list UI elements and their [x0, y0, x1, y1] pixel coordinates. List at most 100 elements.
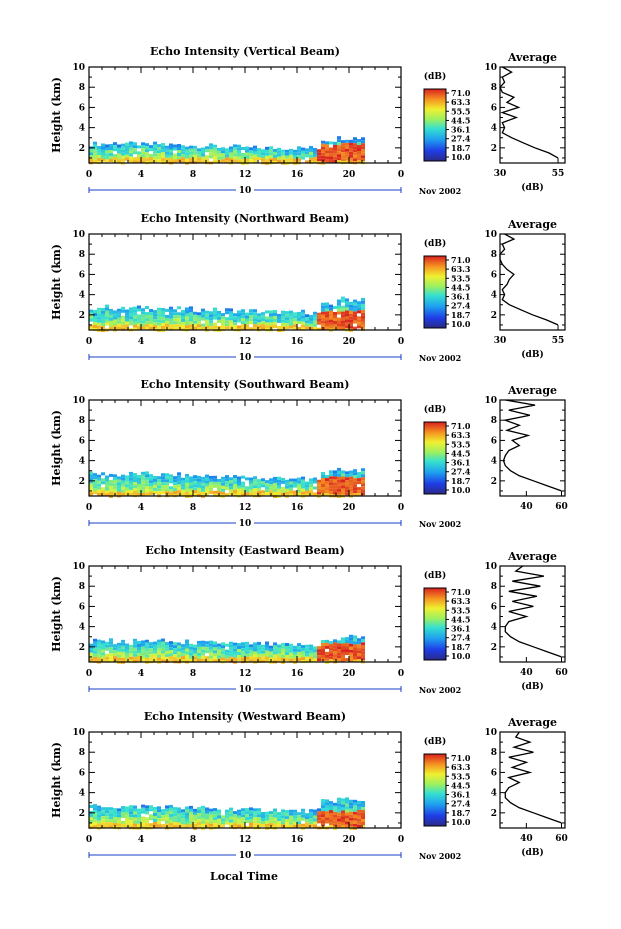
date-marker: 10: [239, 186, 252, 196]
echo-cell: [329, 313, 333, 317]
echo-cell: [169, 819, 173, 823]
echo-cell: [121, 306, 125, 310]
echo-cell: [349, 151, 353, 155]
echo-cell: [113, 656, 117, 660]
echo-cell: [345, 157, 349, 161]
echo-cell: [213, 823, 217, 827]
y-tick-label: 10: [72, 728, 85, 738]
echo-cell: [117, 654, 121, 658]
colorbar-label: 71.0: [451, 587, 471, 597]
echo-cell: [317, 318, 321, 322]
echo-cell: [145, 823, 149, 827]
echo-cell: [105, 310, 109, 314]
echo-cell: [173, 648, 177, 652]
echo-cell: [185, 313, 189, 317]
echo-cell: [317, 658, 321, 662]
echo-cell: [185, 806, 189, 810]
echo-cell: [305, 487, 309, 491]
echo-cell: [185, 648, 189, 652]
x-tick-label: 4: [138, 337, 144, 347]
echo-cell: [185, 654, 189, 658]
echo-cell: [241, 309, 245, 313]
echo-cell: [289, 493, 293, 497]
echo-cell: [149, 324, 153, 328]
echo-cell: [273, 823, 277, 827]
echo-cell: [193, 478, 197, 482]
echo-cell: [117, 645, 121, 649]
echo-cell: [129, 483, 133, 487]
echo-cell: [121, 149, 125, 153]
y-tick-label: 2: [79, 809, 85, 819]
echo-cell: [109, 491, 113, 495]
echo-cell: [177, 318, 181, 322]
echo-cell: [217, 812, 221, 816]
echo-cell: [353, 823, 357, 827]
echo-cell: [177, 472, 181, 476]
echo-cell: [265, 659, 269, 663]
echo-cell: [249, 315, 253, 319]
echo-cell: [137, 823, 141, 827]
echo-cell: [281, 319, 285, 323]
echo-cell: [197, 810, 201, 814]
echo-cell: [157, 824, 161, 828]
echo-cell: [153, 650, 157, 654]
echo-cell: [93, 325, 97, 329]
echo-cell: [353, 311, 357, 315]
echo-cell: [261, 152, 265, 156]
echo-cell: [289, 310, 293, 314]
echo-cell: [229, 656, 233, 660]
echo-cell: [317, 655, 321, 659]
colorbar-label: 71.0: [451, 421, 471, 431]
echo-cell: [181, 815, 185, 819]
echo-cell: [201, 814, 205, 818]
echo-cell: [117, 317, 121, 321]
echo-cell: [349, 476, 353, 480]
echo-cell: [189, 312, 193, 316]
echo-cell: [245, 489, 249, 493]
echo-cell: [329, 822, 333, 826]
echo-cell: [349, 649, 353, 653]
echo-cell: [97, 158, 101, 162]
echo-cell: [93, 322, 97, 326]
echo-cell: [293, 321, 297, 325]
echo-cell: [281, 645, 285, 649]
echo-cell: [185, 815, 189, 819]
echo-cell: [113, 474, 117, 478]
y-tick-label: 10: [72, 230, 85, 240]
echo-cell: [161, 152, 165, 156]
echo-cell: [321, 311, 325, 315]
echo-cell: [229, 308, 233, 312]
echo-cell: [341, 314, 345, 318]
echo-cell: [89, 816, 93, 820]
average-y-tick-label: 4: [491, 789, 497, 799]
echo-cell: [293, 149, 297, 153]
echo-cell: [357, 656, 361, 660]
echo-cell: [353, 149, 357, 153]
echo-cell: [137, 492, 141, 496]
echo-cell: [205, 477, 209, 481]
echo-cell: [181, 480, 185, 484]
echo-cell: [361, 474, 365, 478]
echo-cell: [133, 476, 137, 480]
echo-cell: [281, 654, 285, 658]
echo-cell: [325, 805, 329, 809]
echo-cell: [249, 483, 253, 487]
echo-cell: [193, 820, 197, 824]
y-tick-label: 6: [79, 602, 85, 612]
echo-cell: [141, 311, 145, 315]
echo-cell: [361, 149, 365, 153]
echo-cell: [253, 157, 257, 161]
echo-cell: [305, 154, 309, 158]
echo-cell: [349, 142, 353, 146]
echo-cell: [205, 474, 209, 478]
echo-cell: [297, 314, 301, 318]
echo-cell: [329, 325, 333, 329]
echo-cell: [181, 483, 185, 487]
echo-cell: [337, 797, 341, 801]
echo-cell: [353, 647, 357, 651]
colorbar-label: 63.3: [451, 430, 471, 440]
echo-cell: [325, 147, 329, 151]
echo-cell: [113, 145, 117, 149]
echo-cell: [341, 320, 345, 324]
echo-cell: [361, 642, 365, 646]
